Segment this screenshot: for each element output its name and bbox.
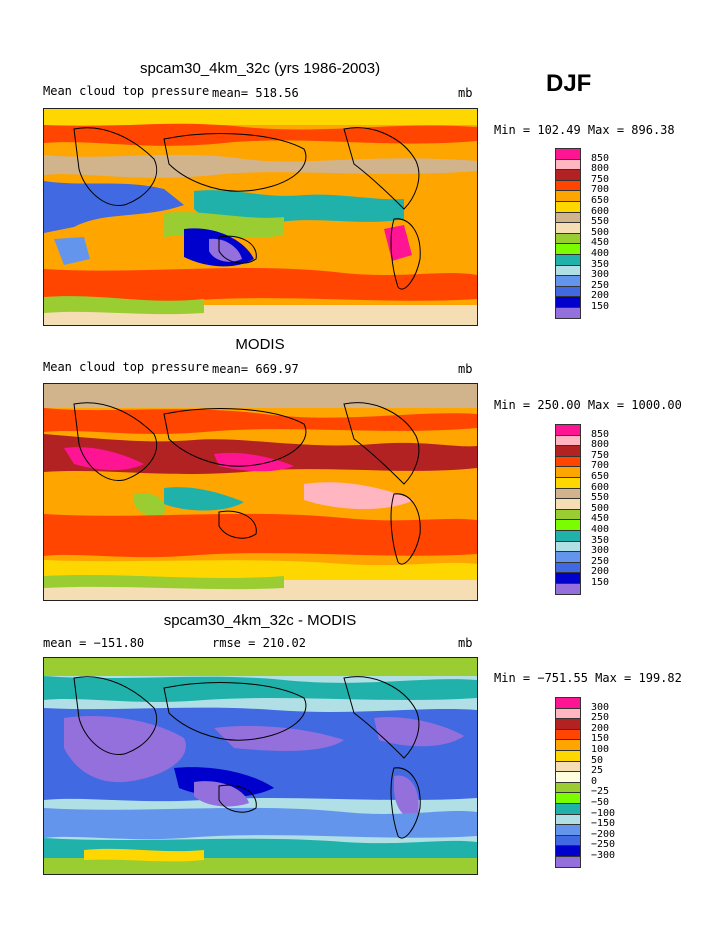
colorbar-level-label: 0 — [591, 775, 598, 787]
colorbar-level-label: 200 — [591, 566, 610, 578]
colorbar-level-label: 550 — [591, 492, 610, 504]
colorbar-level-label: 700 — [591, 184, 610, 196]
season-label: DJF — [546, 70, 592, 97]
colorbar-swatch — [555, 307, 581, 319]
colorbar-level-label: 50 — [591, 754, 604, 766]
colorbar-level-label: 600 — [591, 481, 610, 493]
colorbar-level-label: −300 — [591, 850, 616, 861]
colorbar-level-label: 350 — [591, 534, 610, 546]
colorbar-level-label: 500 — [591, 226, 610, 238]
colorbar-level-label: −25 — [591, 786, 610, 798]
colorbar-level-label: −200 — [591, 828, 616, 840]
colorbar-level-label: 250 — [591, 279, 610, 291]
panel2-title: MODIS — [235, 336, 285, 353]
colorbar-level-label: 800 — [591, 439, 610, 451]
colorbar-level-label: 400 — [591, 248, 610, 259]
colorbar-level-label: 200 — [591, 722, 610, 734]
colorbar-level-label: 300 — [591, 545, 610, 557]
colorbar-level-label: 250 — [591, 555, 610, 567]
colorbar-level-label: 700 — [591, 460, 610, 472]
panel1-map-svg — [44, 109, 477, 325]
colorbar-swatch — [555, 583, 581, 595]
colorbar-level-label: 750 — [591, 449, 610, 461]
colorbar-level-label: 150 — [591, 577, 610, 588]
panel3-map-svg — [44, 658, 477, 874]
colorbar-level-label: −150 — [591, 818, 616, 830]
panel2-variable-label: Mean cloud top pressure — [43, 360, 210, 374]
colorbar-level-label: −50 — [591, 797, 610, 808]
colorbar-level-label: 100 — [591, 744, 610, 755]
panel2-mean: mean= 669.97 — [212, 362, 299, 376]
panel3-units: mb — [458, 636, 473, 650]
panel3-mean: mean = −151.80 — [43, 636, 145, 650]
panel3-colorbar: 300 250 200 150 100 50 25 0 −25 −50 −100 −150 −200 −2… — [555, 697, 675, 872]
panel3-title: spcam30_4km_32c - MODIS — [163, 612, 357, 629]
panel1-minmax: Min = 102.49 Max = 896.38 — [494, 123, 675, 137]
colorbar-level-label: 150 — [591, 301, 610, 312]
colorbar-swatch — [555, 856, 581, 868]
colorbar-level-label: 650 — [591, 195, 610, 206]
colorbar-level-label: 500 — [591, 502, 610, 514]
colorbar-level-label: 600 — [591, 205, 610, 217]
colorbar-level-label: 200 — [591, 290, 610, 302]
panel3-minmax: Min = −751.55 Max = 199.82 — [494, 671, 682, 685]
panel2-units: mb — [458, 362, 473, 376]
colorbar-level-label: 550 — [591, 216, 610, 228]
colorbar-level-label: 300 — [591, 701, 610, 713]
colorbar-level-label: 150 — [591, 733, 610, 745]
colorbar-level-label: 25 — [591, 765, 604, 777]
panel2-minmax: Min = 250.00 Max = 1000.00 — [494, 398, 682, 412]
colorbar-level-label: 750 — [591, 173, 610, 185]
colorbar-level-label: 800 — [591, 163, 610, 175]
colorbar-level-label: 650 — [591, 471, 610, 482]
colorbar-level-label: 250 — [591, 712, 610, 724]
colorbar-level-label: −250 — [591, 839, 616, 851]
panel3-rmse: rmse = 210.02 — [212, 636, 306, 650]
colorbar-level-label: 450 — [591, 513, 610, 525]
panel2-colorbar: 850 800 750 700 650 600 550 500 450 400 350 300 250 2… — [555, 424, 675, 599]
colorbar-level-label: 850 — [591, 428, 610, 440]
colorbar-level-label: −100 — [591, 807, 616, 819]
colorbar-level-label: 450 — [591, 237, 610, 249]
colorbar-level-label: 350 — [591, 258, 610, 270]
colorbar-level-label: 300 — [591, 269, 610, 281]
colorbar-level-label: 400 — [591, 524, 610, 535]
panel1-map — [43, 108, 478, 326]
panel1-variable-label: Mean cloud top pressure — [43, 84, 210, 98]
panel1-title: spcam30_4km_32c (yrs 1986-2003) — [139, 60, 381, 77]
panel2-map-svg — [44, 384, 477, 600]
panel1-units: mb — [458, 86, 473, 100]
panel1-mean: mean= 518.56 — [212, 86, 299, 100]
panel1-colorbar: 850 800 750 700 650 600 550 500 450 400 350 300 250 2… — [555, 148, 675, 323]
panel3-map — [43, 657, 478, 875]
colorbar-level-label: 850 — [591, 152, 610, 164]
panel2-map — [43, 383, 478, 601]
